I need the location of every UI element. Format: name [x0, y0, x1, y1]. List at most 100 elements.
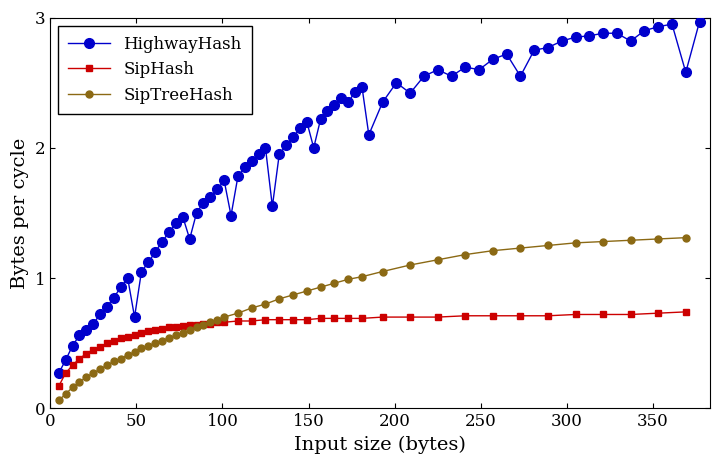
SipTreeHash [406, 262, 415, 268]
X-axis label: Input size (bytes): Input size (bytes) [294, 436, 466, 454]
SipTreeHash [55, 398, 63, 403]
SipTreeHash [317, 284, 325, 290]
SipHash [598, 312, 607, 317]
SipHash [489, 313, 497, 319]
SipHash [158, 326, 167, 332]
SipTreeHash [131, 349, 139, 355]
SipHash [627, 312, 635, 317]
Legend: HighwayHash, SipHash, SipTreeHash: HighwayHash, SipHash, SipTreeHash [58, 26, 252, 113]
SipHash [261, 317, 270, 322]
SipHash [461, 313, 469, 319]
SipHash [110, 338, 118, 343]
SipTreeHash [681, 235, 690, 240]
SipTreeHash [344, 277, 353, 282]
SipTreeHash [303, 288, 311, 294]
SipTreeHash [172, 332, 180, 338]
SipHash [68, 362, 77, 368]
SipTreeHash [137, 345, 146, 351]
SipTreeHash [89, 370, 97, 376]
SipTreeHash [179, 330, 187, 335]
SipTreeHash [117, 356, 125, 361]
SipHash [571, 312, 580, 317]
SipTreeHash [461, 252, 469, 257]
SipHash [137, 330, 146, 335]
SipHash [433, 314, 442, 320]
SipHash [102, 340, 111, 346]
SipTreeHash [358, 274, 366, 279]
SipTreeHash [213, 317, 221, 322]
HighwayHash [55, 370, 63, 376]
SipTreeHash [598, 239, 607, 244]
HighwayHash [544, 45, 552, 50]
SipHash [55, 383, 63, 389]
Line: SipHash: SipHash [56, 308, 689, 390]
SipTreeHash [433, 257, 442, 263]
SipHash [185, 322, 194, 328]
SipTreeHash [158, 338, 167, 343]
SipHash [317, 316, 325, 321]
SipHash [206, 321, 215, 326]
SipTreeHash [247, 305, 256, 311]
SipHash [275, 317, 283, 322]
SipTreeHash [110, 359, 118, 364]
SipHash [199, 321, 208, 326]
SipTreeHash [151, 340, 159, 346]
SipHash [172, 325, 180, 330]
SipTreeHash [61, 391, 70, 397]
SipHash [379, 314, 387, 320]
SipTreeHash [234, 310, 242, 316]
SipTreeHash [96, 366, 105, 372]
SipTreeHash [275, 296, 283, 302]
SipHash [288, 317, 297, 322]
SipTreeHash [199, 322, 208, 328]
SipTreeHash [206, 319, 215, 325]
SipTreeHash [544, 243, 552, 248]
HighwayHash [557, 38, 566, 44]
SipTreeHash [330, 280, 339, 286]
SipTreeHash [123, 352, 132, 358]
SipHash [247, 318, 256, 324]
Line: SipTreeHash: SipTreeHash [56, 234, 689, 404]
SipHash [213, 319, 221, 325]
SipHash [544, 313, 552, 319]
HighwayHash [199, 199, 208, 205]
SipTreeHash [75, 379, 84, 385]
SipTreeHash [102, 362, 111, 368]
SipTreeHash [489, 248, 497, 253]
SipTreeHash [654, 236, 663, 242]
SipHash [123, 334, 132, 339]
SipTreeHash [82, 374, 91, 380]
SipHash [82, 351, 91, 356]
SipHash [89, 347, 97, 352]
SipTreeHash [627, 238, 635, 243]
SipHash [234, 318, 242, 324]
SipTreeHash [144, 343, 153, 348]
SipHash [358, 316, 366, 321]
SipHash [164, 325, 173, 330]
SipHash [303, 317, 311, 322]
SipHash [61, 370, 70, 376]
SipHash [516, 313, 525, 319]
HighwayHash [695, 19, 704, 24]
SipTreeHash [516, 245, 525, 251]
SipHash [75, 356, 84, 361]
Line: HighwayHash: HighwayHash [54, 17, 704, 378]
SipHash [654, 310, 663, 316]
SipHash [131, 332, 139, 338]
SipTreeHash [193, 325, 201, 330]
SipTreeHash [379, 269, 387, 274]
SipHash [344, 316, 353, 321]
SipHash [330, 316, 339, 321]
SipTreeHash [261, 301, 270, 307]
SipHash [144, 329, 153, 334]
SipHash [681, 309, 690, 315]
HighwayHash [317, 116, 325, 122]
Y-axis label: Bytes per cycle: Bytes per cycle [11, 137, 29, 289]
SipHash [96, 344, 105, 350]
SipTreeHash [185, 327, 194, 333]
SipTreeHash [571, 240, 580, 246]
SipTreeHash [288, 292, 297, 298]
SipTreeHash [164, 335, 173, 341]
SipHash [220, 319, 229, 325]
SipHash [151, 327, 159, 333]
